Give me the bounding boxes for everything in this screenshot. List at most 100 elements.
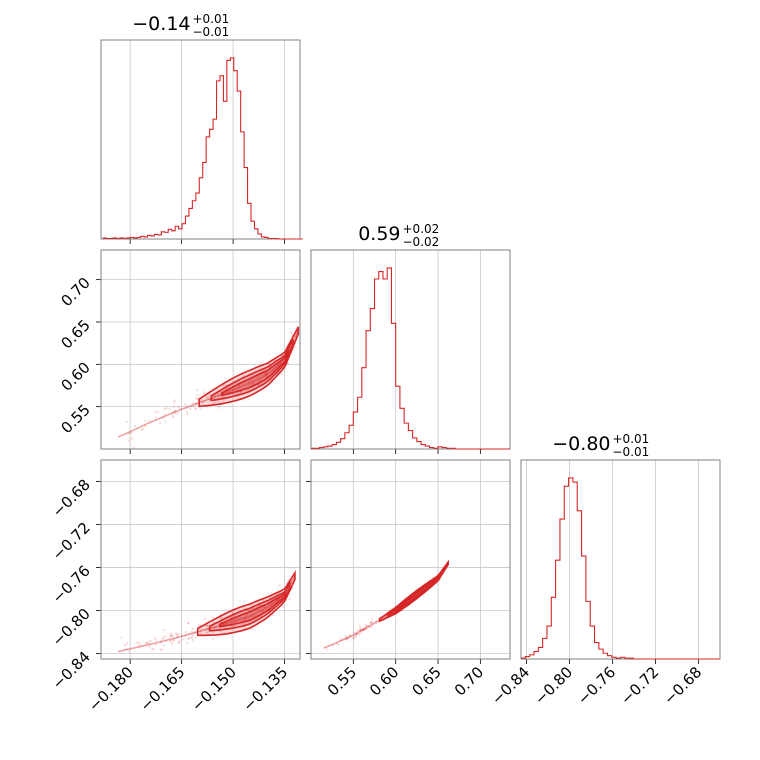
y-tick-label: −0.80 xyxy=(49,605,94,650)
scatter-point xyxy=(171,414,175,417)
scatter-point xyxy=(128,431,132,434)
scatter-point xyxy=(206,627,209,630)
scatter-point xyxy=(196,397,199,400)
scatter-point xyxy=(364,626,367,630)
scatter-point xyxy=(196,402,199,405)
scatter-point xyxy=(251,613,254,616)
scatter-point xyxy=(264,373,268,377)
scatter-point xyxy=(352,637,355,640)
x-tick-label: −0.84 xyxy=(488,663,533,708)
scatter-point xyxy=(127,650,131,653)
scatter-point xyxy=(154,416,158,419)
scatter-point xyxy=(208,398,211,401)
x-tick-label: 0.65 xyxy=(409,663,445,699)
scatter-point xyxy=(258,379,262,382)
scatter-point xyxy=(252,382,255,385)
scatter-point xyxy=(364,628,367,631)
scatter-point xyxy=(361,628,364,631)
y-tick-label: −0.84 xyxy=(49,648,94,693)
scatter-point xyxy=(125,642,129,645)
scatter-point xyxy=(174,632,177,635)
scatter-point xyxy=(370,625,374,629)
x-tick-label: −0.68 xyxy=(660,663,705,708)
scatter-point xyxy=(177,405,180,408)
scatter-point xyxy=(217,400,220,403)
scatter-point xyxy=(126,421,129,424)
scatter-point xyxy=(211,638,215,641)
scatter-point xyxy=(235,619,238,622)
scatter-point xyxy=(359,629,362,632)
histogram-0 xyxy=(102,57,303,240)
scatter-point xyxy=(172,639,175,642)
y-tick-label: 0.60 xyxy=(57,358,93,394)
scatter-point xyxy=(211,396,214,399)
scatter-point xyxy=(156,410,159,413)
scatter-point xyxy=(161,416,164,419)
scatter-point xyxy=(127,439,130,442)
scatter-point xyxy=(369,621,373,624)
scatter-point xyxy=(200,408,203,411)
scatter-point xyxy=(187,621,190,624)
scatter-point xyxy=(352,636,355,640)
scatter-point xyxy=(180,634,183,637)
scatter-point xyxy=(162,644,165,647)
scatter-point xyxy=(138,641,141,644)
scatter-point xyxy=(362,628,365,632)
scatter-point xyxy=(195,397,198,400)
scatter-point xyxy=(154,636,157,640)
scatter-point xyxy=(231,389,234,392)
scatter-point xyxy=(194,636,197,639)
scatter-point xyxy=(358,629,362,632)
scatter-point xyxy=(200,628,203,631)
scatter-point xyxy=(249,614,252,618)
scatter-point xyxy=(154,639,158,642)
param-title-plus: +0.01 xyxy=(193,12,230,26)
histogram-2 xyxy=(521,477,720,660)
scatter-point xyxy=(234,618,237,621)
x-tick-label: 0.55 xyxy=(324,663,360,699)
scatter-point xyxy=(199,398,203,402)
scatter-point xyxy=(264,372,267,375)
scatter-point xyxy=(155,643,158,646)
scatter-point xyxy=(198,624,201,627)
scatter-point xyxy=(151,647,154,650)
scatter-point xyxy=(130,437,134,440)
density-contour xyxy=(221,349,290,397)
scatter-point xyxy=(141,427,144,430)
scatter-point xyxy=(159,640,162,643)
scatter-point xyxy=(243,618,246,621)
scatter-point xyxy=(354,631,357,635)
x-tick-label: −0.80 xyxy=(531,663,576,708)
trend-tail xyxy=(323,562,449,649)
scatter-point xyxy=(295,332,298,335)
scatter-point xyxy=(184,403,187,406)
scatter-point xyxy=(363,628,366,631)
scatter-point xyxy=(176,633,179,636)
scatter-point xyxy=(205,630,208,634)
scatter-point xyxy=(178,407,181,410)
scatter-point xyxy=(344,637,347,640)
scatter-point xyxy=(358,632,361,636)
scatter-point xyxy=(187,637,191,640)
scatter-point xyxy=(148,645,151,648)
scatter-point xyxy=(208,393,211,396)
scatter-point xyxy=(263,606,266,609)
scatter-point xyxy=(374,620,377,624)
scatter-point xyxy=(139,643,142,646)
scatter-point xyxy=(154,411,157,414)
scatter-point xyxy=(149,639,152,642)
scatter-point xyxy=(364,624,368,627)
scatter-point xyxy=(161,648,164,652)
scatter-point xyxy=(243,617,246,620)
panel-frame xyxy=(100,459,301,660)
scatter-point xyxy=(375,621,378,624)
scatter-point xyxy=(247,389,250,392)
scatter-point xyxy=(360,629,363,632)
scatter-point xyxy=(326,648,329,651)
param-title-median: 0.59 xyxy=(358,223,400,245)
trend-tail xyxy=(118,575,296,653)
scatter-point xyxy=(172,638,175,641)
param-title-minus: −0.01 xyxy=(613,445,650,459)
scatter-point xyxy=(199,632,203,635)
scatter-point xyxy=(192,404,195,408)
